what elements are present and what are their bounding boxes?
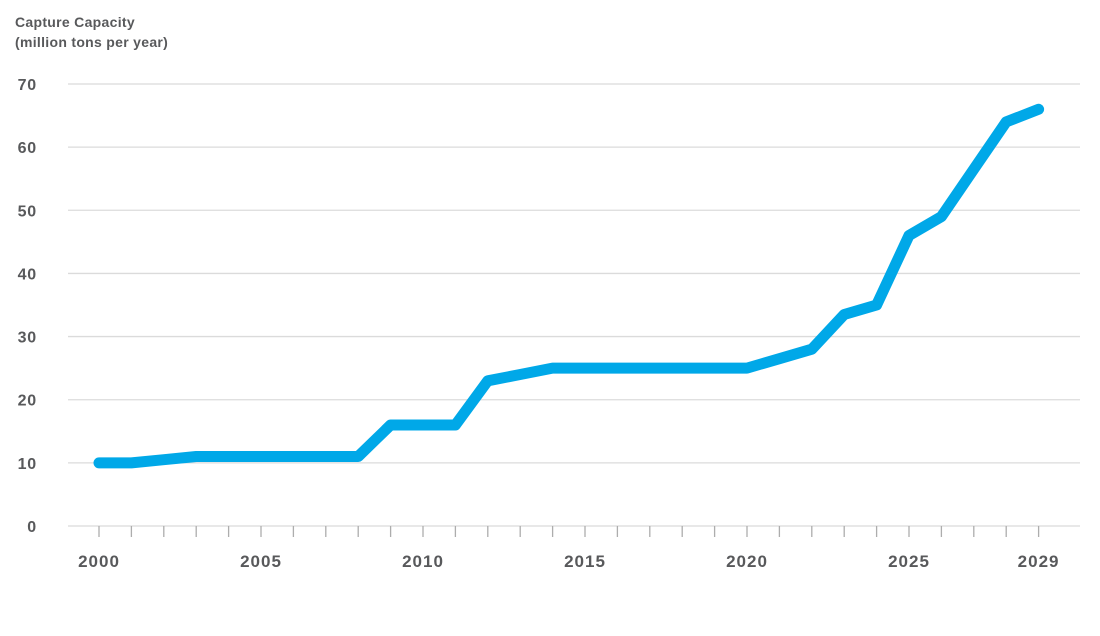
x-axis-label-2029: 2029 xyxy=(1018,552,1060,571)
y-axis-label-10: 10 xyxy=(18,456,37,473)
x-axis-label-2000: 2000 xyxy=(78,552,120,571)
x-axis-label-2010: 2010 xyxy=(402,552,444,571)
chart-title-line1: Capture Capacity xyxy=(15,14,135,30)
capacity-line xyxy=(93,103,1045,469)
x-axis-label-2015: 2015 xyxy=(564,552,606,571)
chart-title-line2: (million tons per year) xyxy=(15,34,169,50)
x-axis-label-2020: 2020 xyxy=(726,552,768,571)
y-axis-label-30: 30 xyxy=(18,330,37,347)
y-axis-label-0: 0 xyxy=(27,519,37,536)
y-axis-label-40: 40 xyxy=(18,266,37,283)
y-axis-label-20: 20 xyxy=(18,393,37,410)
y-axis-label-60: 60 xyxy=(18,140,37,157)
x-axis-label-2005: 2005 xyxy=(240,552,282,571)
chart-title: Capture Capacity (million tons per year) xyxy=(15,12,168,52)
y-axis-label-70: 70 xyxy=(18,77,37,94)
y-axis-label-50: 50 xyxy=(18,203,37,220)
x-axis-label-2025: 2025 xyxy=(888,552,930,571)
